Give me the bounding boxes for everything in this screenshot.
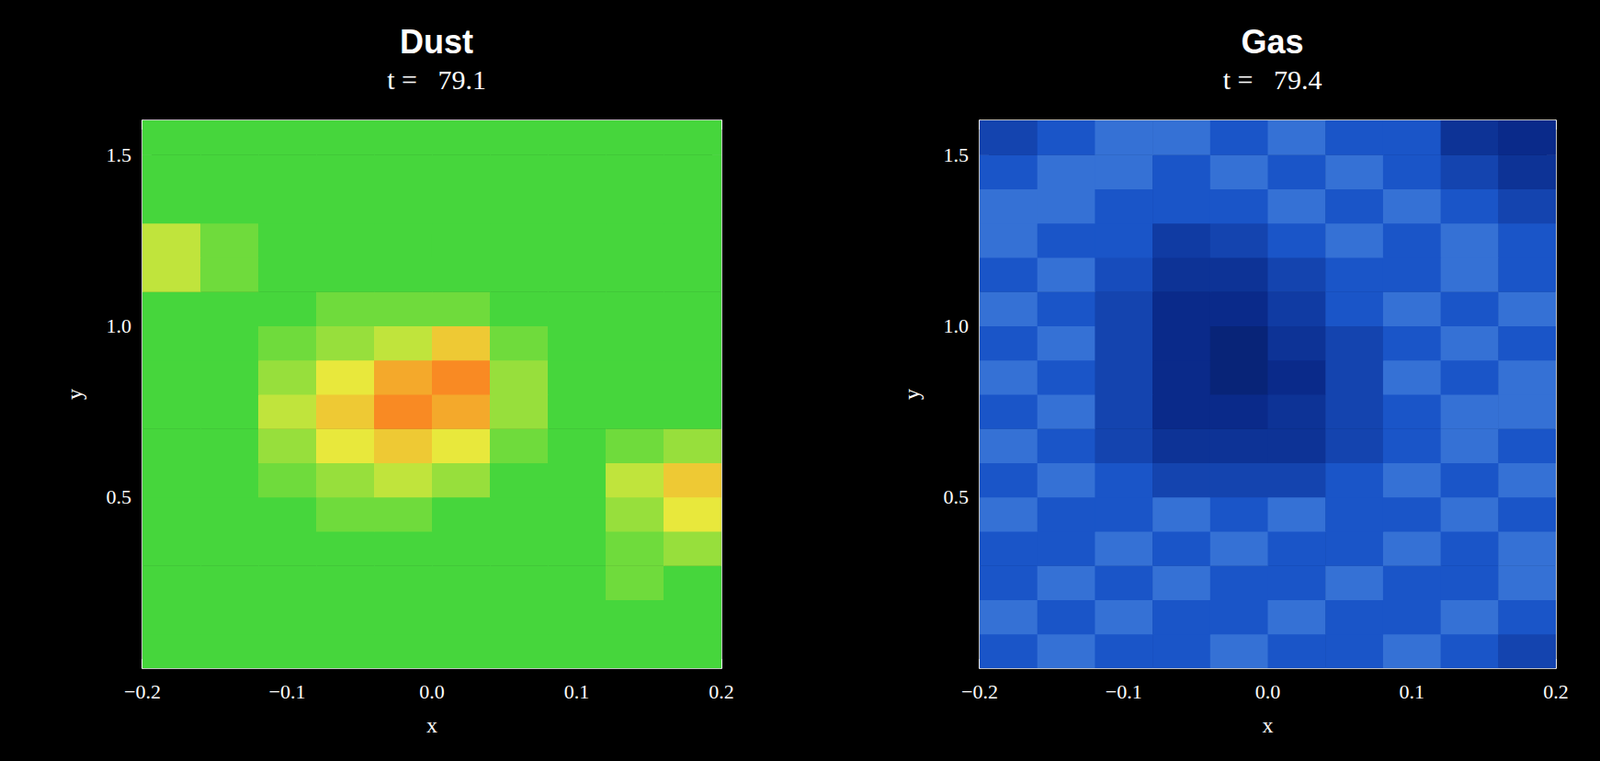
svg-text:0.1: 0.1 (564, 680, 591, 704)
svg-text:Dust: Dust (399, 22, 474, 61)
svg-text:−0.2: −0.2 (961, 680, 999, 704)
svg-text:y: y (899, 388, 924, 400)
svg-text:0.2: 0.2 (708, 680, 735, 704)
svg-text:0.5: 0.5 (106, 485, 133, 509)
svg-text:1.0: 1.0 (106, 314, 133, 338)
svg-text:0.2: 0.2 (1543, 680, 1569, 704)
svg-text:Gas: Gas (1240, 22, 1304, 61)
svg-text:−0.1: −0.1 (269, 680, 307, 704)
svg-text:0.1: 0.1 (1399, 680, 1426, 704)
svg-text:1.5: 1.5 (106, 143, 133, 167)
svg-text:1.0: 1.0 (943, 314, 970, 338)
svg-text:1.5: 1.5 (943, 143, 970, 167)
svg-text:x: x (1262, 713, 1274, 738)
svg-text:t = 79.4: t = 79.4 (1223, 64, 1323, 95)
svg-text:−0.2: −0.2 (124, 680, 161, 704)
svg-text:0.0: 0.0 (419, 680, 445, 704)
svg-text:x: x (426, 713, 438, 738)
svg-text:y: y (62, 388, 87, 400)
svg-text:−0.1: −0.1 (1105, 680, 1143, 704)
svg-text:0.5: 0.5 (943, 485, 970, 509)
svg-text:0.0: 0.0 (1255, 680, 1282, 704)
svg-text:t = 79.1: t = 79.1 (386, 64, 487, 95)
